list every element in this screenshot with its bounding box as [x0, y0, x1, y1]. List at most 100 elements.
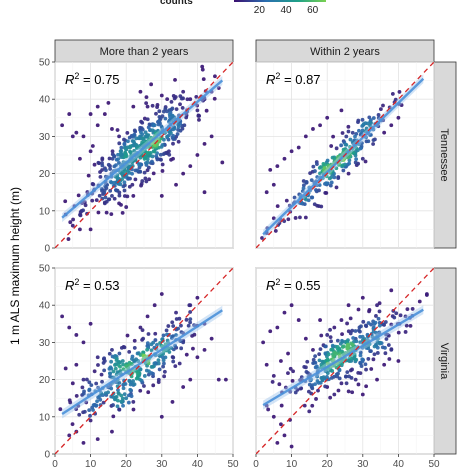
scatter-point — [116, 157, 121, 162]
scatter-point — [172, 96, 177, 101]
scatter-point — [329, 347, 334, 352]
scatter-point — [94, 403, 99, 408]
panel-virginia-within-2-years: Virginia R2 = 0.55 0 10 20 30 40 50 — [253, 267, 457, 470]
scatter-point — [120, 210, 125, 215]
scatter-point — [146, 133, 151, 138]
scatter-point — [94, 381, 99, 386]
scatter-point — [264, 362, 269, 367]
scatter-point — [302, 403, 307, 408]
scatter-point — [383, 320, 388, 324]
scatter-point — [204, 108, 209, 113]
scatter-point — [90, 144, 95, 148]
scatter-point — [150, 128, 155, 133]
scatter-point — [171, 133, 175, 138]
scatter-point — [350, 390, 355, 395]
scatter-point — [109, 366, 114, 371]
scatter-point — [176, 122, 181, 127]
scatter-point — [91, 182, 96, 187]
scatter-point — [128, 387, 133, 392]
scatter-point — [317, 183, 322, 187]
scatter-point — [356, 382, 361, 387]
scatter-point — [356, 120, 360, 124]
scatter-point — [275, 325, 280, 330]
scatter-point — [271, 216, 276, 221]
scatter-point — [135, 168, 140, 173]
scatter-point — [268, 167, 273, 172]
scatter-point — [279, 422, 283, 427]
fit-line — [61, 79, 224, 219]
scatter-point — [91, 403, 96, 408]
identity-line — [55, 62, 233, 248]
scatter-point — [161, 364, 165, 369]
scatter-point — [140, 179, 145, 183]
scatter-point — [159, 414, 164, 419]
scatter-point — [195, 153, 200, 157]
scatter-point — [96, 210, 101, 215]
scatter-point — [102, 368, 107, 373]
scatter-point — [396, 330, 401, 335]
identity-line — [55, 268, 233, 454]
scatter-point — [162, 369, 167, 374]
scatter-point — [131, 104, 136, 109]
scatter-point — [345, 155, 350, 160]
scatter-point — [151, 171, 156, 176]
scatter-point — [369, 367, 374, 371]
scatter-point — [96, 363, 100, 367]
scatter-point — [344, 374, 348, 379]
scatter-point — [82, 409, 87, 414]
scatter-point — [78, 212, 82, 217]
scatter-point — [360, 295, 365, 300]
scatter-point — [173, 77, 177, 82]
scatter-point — [109, 212, 114, 216]
scatter-point — [353, 134, 357, 139]
r-squared-label: R2 = 0.55 — [266, 277, 321, 293]
scatter-point — [350, 328, 355, 333]
scatter-point — [389, 123, 394, 128]
scatter-point — [338, 341, 343, 346]
scatter-point — [179, 330, 184, 335]
scatter-point — [403, 314, 408, 319]
scatter-point — [275, 204, 280, 209]
scatter-point — [223, 377, 228, 382]
x-tick-label: 50 — [428, 459, 440, 470]
scatter-point — [209, 336, 214, 341]
scatter-point — [371, 138, 376, 143]
scatter-point — [63, 199, 68, 204]
scatter-point — [170, 336, 174, 341]
scatter-point — [344, 381, 349, 386]
y-tick-label: 10 — [39, 412, 51, 423]
scatter-point — [144, 179, 149, 184]
scatter-point — [149, 348, 154, 353]
scatter-point — [160, 169, 165, 173]
scatter-point — [121, 184, 126, 189]
scatter-point — [293, 390, 298, 395]
scatter-point — [334, 166, 339, 171]
x-tick-label: 0 — [253, 459, 259, 470]
x-tick-label: 40 — [393, 459, 405, 470]
scatter-point — [174, 182, 178, 187]
scatter-point — [200, 64, 205, 69]
scatter-point — [100, 168, 104, 172]
scatter-point — [133, 158, 138, 163]
scatter-point — [88, 418, 93, 423]
scatter-point — [339, 143, 344, 148]
scatter-point — [410, 307, 415, 311]
scatter-point — [298, 386, 303, 391]
scatter-point — [334, 372, 339, 377]
scatter-point — [408, 323, 413, 328]
scatter-point — [117, 407, 121, 412]
scatter-point — [170, 400, 175, 404]
scatter-point — [145, 150, 150, 155]
x-tick-label: 20 — [121, 459, 133, 470]
scatter-point — [110, 347, 114, 352]
scatter-point — [296, 318, 301, 322]
scatter-point — [202, 347, 207, 352]
scatter-point — [138, 155, 143, 160]
scatter-point — [150, 103, 155, 108]
scatter-point — [119, 399, 124, 404]
scatter-point — [170, 320, 175, 325]
scatter-point — [111, 403, 115, 407]
scatter-point — [195, 355, 200, 360]
scatter-point — [159, 144, 164, 149]
scatter-point — [119, 145, 124, 150]
